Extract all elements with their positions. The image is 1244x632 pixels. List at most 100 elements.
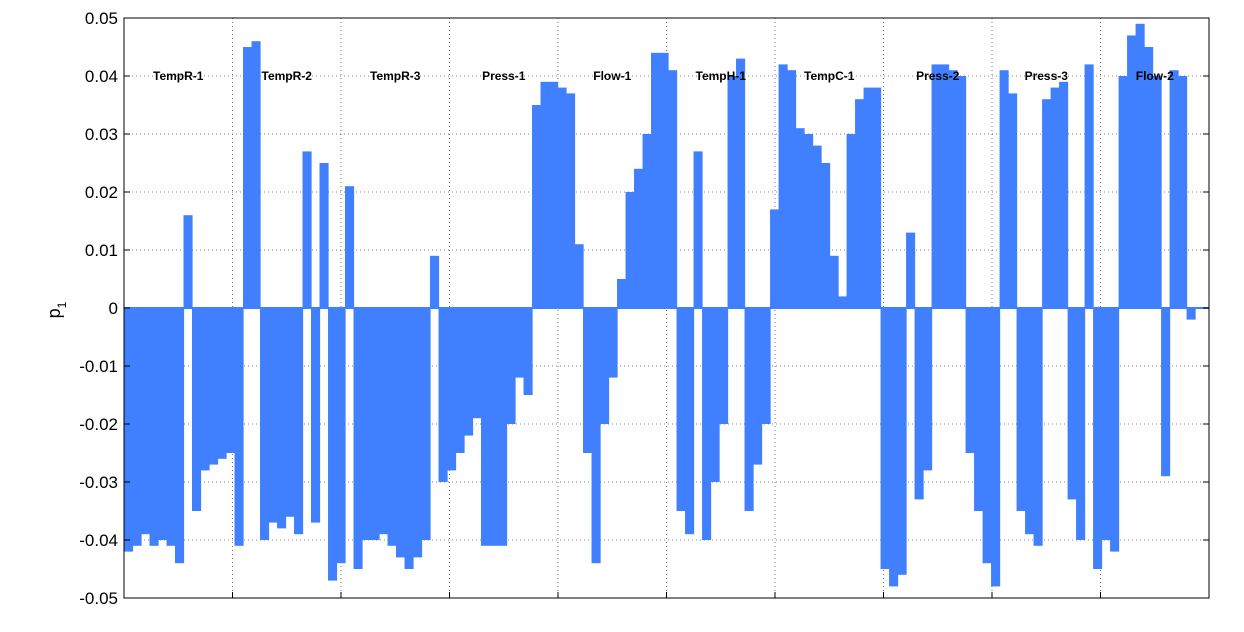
signal-bar — [965, 308, 975, 453]
signal-bar — [132, 308, 142, 546]
signal-bar — [923, 308, 933, 471]
y-tick-label: 0.02 — [85, 183, 118, 202]
signal-bar — [302, 151, 312, 308]
signal-bar — [438, 308, 448, 482]
signal-bar — [659, 52, 669, 308]
signal-bar — [158, 308, 168, 540]
signal-bar — [583, 308, 593, 453]
signal-bar — [489, 308, 499, 546]
signal-bar — [1093, 308, 1103, 569]
signal-bar — [846, 134, 856, 308]
y-axis-label: p1 — [44, 301, 69, 318]
signal-bar — [1008, 93, 1018, 309]
signal-bar — [719, 308, 729, 424]
signal-bar — [319, 163, 329, 308]
signal-bar — [795, 128, 805, 308]
signal-bar — [1110, 308, 1120, 552]
signal-bar — [251, 41, 261, 308]
signal-bar — [523, 308, 533, 395]
signal-bar — [149, 308, 159, 546]
signal-bar — [617, 279, 627, 308]
signal-bar — [506, 308, 516, 424]
signal-bar — [183, 215, 193, 308]
signal-bar — [1067, 308, 1077, 500]
signal-bar — [379, 308, 389, 535]
axes-frame — [123, 17, 1210, 599]
segment-label: TempR-2 — [262, 69, 313, 83]
signal-bar — [1025, 308, 1035, 535]
signal-bar — [880, 308, 890, 569]
signal-bar — [855, 99, 865, 308]
y-tick-label: -0.02 — [79, 415, 118, 434]
y-tick-label: 0.04 — [85, 67, 118, 86]
signal-bar — [234, 308, 244, 546]
signal-bar — [753, 308, 763, 465]
signal-bar — [702, 308, 712, 540]
signal-bar — [889, 308, 899, 587]
signal-bar — [821, 163, 831, 308]
signal-bar — [727, 76, 737, 308]
signal-bar — [404, 308, 414, 569]
signal-bar — [974, 308, 984, 511]
segment-label: TempC-1 — [804, 69, 855, 83]
segment-label: TempR-1 — [153, 69, 204, 83]
signal-bar — [566, 93, 576, 309]
y-tick-label: 0.01 — [85, 241, 118, 260]
signal-bar — [863, 87, 873, 308]
signal-bar — [608, 308, 618, 378]
segment-label: Flow-1 — [593, 69, 631, 83]
signal-bar — [1135, 23, 1145, 309]
signal-bar — [166, 308, 176, 546]
y-tick-labels: 0.05 0.04 0.03 0.02 0.01 0 -0.01 -0.02 -0.03 -0.0… — [79, 9, 118, 608]
signal-bar — [472, 308, 482, 419]
signal-bar — [787, 70, 797, 308]
signal-bar — [260, 308, 270, 540]
signal-bar — [761, 308, 771, 424]
signal-bar — [897, 308, 907, 575]
signal-bar — [515, 308, 525, 378]
signal-bar — [540, 81, 550, 308]
signal-bar — [455, 308, 465, 453]
signal-bar — [591, 308, 601, 564]
signal-bar — [1178, 76, 1188, 308]
signal-bar — [600, 308, 610, 424]
segment-label: Press-2 — [916, 69, 960, 83]
signal-bar — [574, 244, 584, 308]
y-tick-label: 0.05 — [85, 9, 118, 28]
segment-label: TempR-3 — [370, 69, 421, 83]
signal-bar — [124, 308, 134, 552]
signal-bar — [1152, 76, 1162, 308]
signal-bar — [710, 308, 720, 482]
signal-bar — [1101, 308, 1111, 540]
signal-bar — [634, 168, 644, 308]
signal-bar — [362, 308, 372, 540]
y-axis-label-main: p — [44, 308, 64, 318]
signal-bar — [931, 64, 941, 309]
signal-bar — [311, 308, 321, 523]
signal-bar — [668, 70, 678, 308]
signal-bar — [549, 81, 559, 308]
signal-bar — [804, 134, 814, 308]
signal-bar — [243, 47, 253, 308]
signal-bar — [1084, 64, 1094, 309]
signal-bar — [557, 87, 567, 308]
signal-bar — [1042, 99, 1052, 308]
signal-bar — [991, 308, 1001, 587]
signal-bar — [1033, 308, 1043, 546]
signal-bar — [1186, 308, 1196, 320]
signal-bar — [268, 308, 278, 523]
signal-bar — [693, 151, 703, 308]
y-tick-label: 0 — [109, 299, 118, 318]
signal-bar — [413, 308, 423, 558]
signal-bar — [642, 134, 652, 308]
signal-bar — [1161, 308, 1171, 477]
signal-bar — [829, 255, 839, 308]
signal-bar — [175, 308, 185, 564]
y-tick-label: -0.05 — [79, 589, 118, 608]
signal-bar — [906, 232, 916, 308]
signal-bar — [1144, 47, 1154, 308]
signal-bar — [872, 87, 882, 308]
signal-bar — [226, 308, 236, 453]
signal-bar — [1050, 87, 1060, 308]
